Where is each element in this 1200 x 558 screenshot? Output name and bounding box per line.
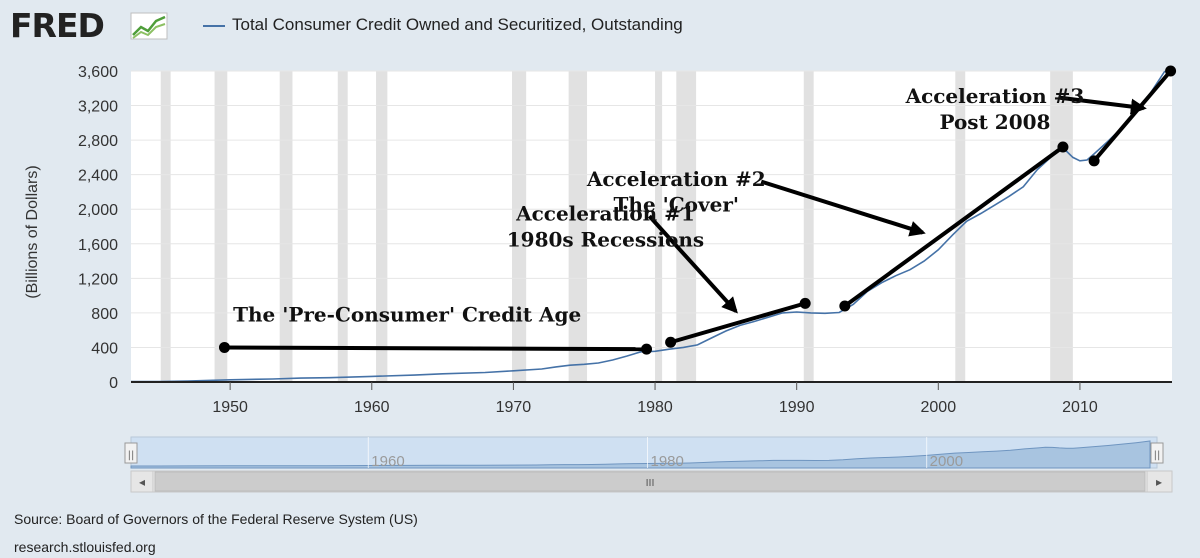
annotation-label: Acceleration #1 bbox=[515, 201, 695, 225]
x-tick-label: 2000 bbox=[921, 399, 957, 416]
right-arrow-icon: ▸ bbox=[1156, 475, 1162, 489]
recession-band bbox=[568, 71, 588, 382]
x-tick-label: 1990 bbox=[779, 399, 815, 416]
segment-end-dot bbox=[1057, 141, 1069, 153]
trend-segment bbox=[224, 345, 647, 352]
annotation-label: Post 2008 bbox=[939, 110, 1050, 134]
y-tick-label: 1,600 bbox=[78, 237, 118, 254]
axes: 0 400 800 1,200 1,600 2,000 2,400 2,800 3,200 3,6… bbox=[78, 64, 1172, 416]
fred-graph-icon bbox=[130, 12, 168, 40]
y-axis-label: (Billions of Dollars) bbox=[24, 165, 41, 298]
annotation-arrow bbox=[647, 214, 738, 314]
scrollbar-grip: III bbox=[646, 478, 655, 489]
navigator-tick-label: 1980 bbox=[650, 453, 683, 470]
y-tick-label: 3,200 bbox=[78, 99, 118, 116]
trend-segment bbox=[843, 145, 1065, 308]
scroll-right-button[interactable] bbox=[1146, 470, 1173, 493]
segment-end-dot bbox=[1165, 65, 1177, 77]
x-tick-label: 1960 bbox=[354, 399, 390, 416]
range-navigator[interactable]: 1960 1980 2000 || || III ◂ ▸ bbox=[0, 0, 1200, 500]
navigator-handle[interactable] bbox=[124, 442, 138, 464]
navigator-handle-grip: || bbox=[1154, 450, 1161, 461]
recession-band bbox=[279, 71, 293, 382]
annotation-label: Acceleration #3 bbox=[905, 84, 1085, 108]
chart-header: FRED Total Consumer Credit Owned and Sec… bbox=[0, 0, 1200, 52]
recession-band bbox=[160, 71, 171, 382]
legend-label: Total Consumer Credit Owned and Securiti… bbox=[232, 15, 683, 34]
navigator-handle[interactable] bbox=[1150, 442, 1164, 464]
annotation-label: Acceleration #2 bbox=[586, 167, 766, 191]
recession-band bbox=[676, 71, 697, 382]
segment-start-dot bbox=[839, 300, 851, 312]
y-tick-label: 0 bbox=[109, 375, 118, 392]
recession-band bbox=[803, 71, 814, 382]
navigator-tick-label: 1960 bbox=[371, 453, 404, 470]
source-note: Source: Board of Governors of the Federa… bbox=[14, 511, 418, 527]
segment-start-dot bbox=[1088, 155, 1100, 167]
trend-segment bbox=[670, 301, 806, 345]
annotations: The 'Pre-Consumer' Credit Age Acceleratio… bbox=[218, 65, 1177, 355]
navigator-tick-label: 2000 bbox=[930, 453, 963, 470]
x-tick-label: 2010 bbox=[1062, 399, 1098, 416]
navigator-series bbox=[130, 440, 1151, 469]
recession-band bbox=[511, 71, 527, 382]
plot-area bbox=[131, 71, 1172, 382]
y-tick-label: 3,600 bbox=[78, 64, 118, 81]
line-chart: 0 400 800 1,200 1,600 2,000 2,400 2,800 3,200 3,6… bbox=[24, 64, 1177, 416]
recession-band bbox=[337, 71, 348, 382]
y-tick-label: 2,000 bbox=[78, 202, 118, 219]
annotation-arrow bbox=[760, 179, 926, 237]
annotation-arrow bbox=[1059, 95, 1147, 115]
y-tick-label: 1,200 bbox=[78, 271, 118, 288]
x-tick-label: 1970 bbox=[496, 399, 532, 416]
y-tick-label: 2,400 bbox=[78, 168, 118, 185]
segment-end-dot bbox=[641, 343, 653, 355]
trend-segment bbox=[1092, 69, 1173, 163]
annotation-label: The 'Cover' bbox=[614, 192, 740, 216]
fred-logo[interactable]: FRED bbox=[10, 6, 105, 45]
recession-band bbox=[214, 71, 228, 382]
source-link[interactable]: research.stlouisfed.org bbox=[14, 539, 156, 555]
recession-band bbox=[376, 71, 388, 382]
annotation-label: The 'Pre-Consumer' Credit Age bbox=[233, 303, 581, 327]
y-tick-label: 2,800 bbox=[78, 133, 118, 150]
y-tick-label: 800 bbox=[91, 306, 118, 323]
annotation-label: 1980s Recessions bbox=[507, 227, 704, 251]
x-tick-label: 1950 bbox=[212, 399, 248, 416]
segment-start-dot bbox=[218, 341, 230, 353]
navigator-handle-grip: || bbox=[128, 450, 135, 461]
scrollbar-thumb[interactable] bbox=[154, 471, 1146, 492]
scroll-left-button[interactable] bbox=[130, 470, 154, 493]
y-tick-label: 400 bbox=[91, 340, 118, 357]
x-tick-label: 1980 bbox=[637, 399, 673, 416]
segment-start-dot bbox=[665, 336, 677, 348]
segment-end-dot bbox=[799, 297, 811, 309]
left-arrow-icon: ◂ bbox=[139, 475, 145, 489]
legend-swatch bbox=[203, 25, 225, 27]
